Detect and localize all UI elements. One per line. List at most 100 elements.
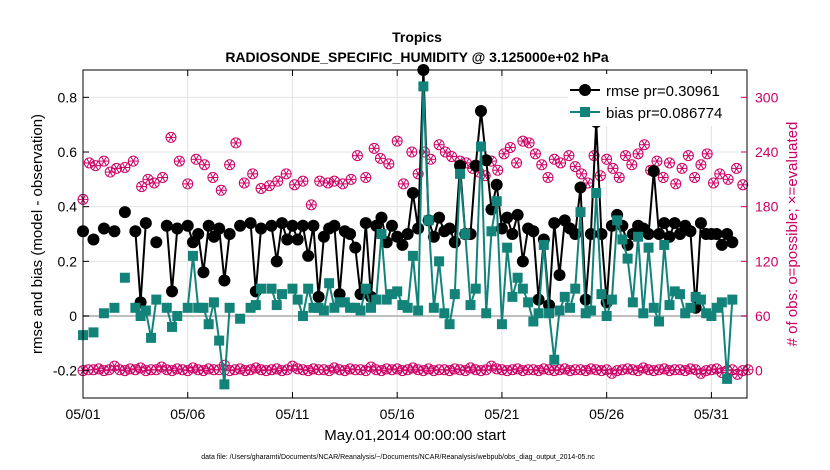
obs-evaluated-star: [226, 160, 233, 170]
obs-count-marker: [626, 159, 638, 171]
bias-point: [235, 313, 246, 324]
rmse-point: [401, 228, 414, 240]
rmse-series: [77, 64, 739, 314]
bias-point: [711, 302, 722, 313]
bias-point: [449, 289, 460, 300]
bias-point: [203, 319, 214, 330]
bias-point: [130, 302, 141, 313]
obs-count-marker: [576, 168, 588, 180]
bias-point: [465, 300, 476, 311]
obs-evaluated-star: [289, 361, 296, 371]
obs-count-marker: [707, 177, 719, 189]
obs-evaluated-star: [526, 138, 533, 148]
obs-count-marker: [255, 182, 267, 194]
obs-count-marker: [632, 148, 644, 160]
rmse-point: [647, 165, 660, 178]
obs-count-marker: [423, 363, 435, 375]
obs-evaluated-star: [377, 153, 384, 163]
obs-count-marker: [701, 148, 713, 160]
obs-count-marker: [360, 172, 372, 184]
obs-evaluated-star: [232, 138, 239, 148]
bias-point: [622, 253, 633, 264]
obs-count-marker: [559, 363, 571, 375]
obs-count-marker: [238, 177, 250, 189]
bias-point: [418, 81, 429, 92]
obs-count-marker: [601, 153, 613, 165]
obs-count-marker: [498, 148, 510, 160]
obs-evaluated-star: [739, 180, 746, 190]
obs-evaluated-star: [557, 158, 564, 168]
bias-point: [360, 283, 371, 294]
obs-evaluated-star: [252, 363, 259, 373]
obs-evaluated-star: [305, 366, 312, 376]
bias-point: [318, 305, 329, 316]
obs-count-marker: [207, 172, 219, 184]
obs-evaluated-star: [685, 151, 692, 161]
obs-evaluated-star: [258, 183, 264, 194]
bias-point: [350, 302, 361, 313]
obs-evaluated-star: [368, 362, 374, 372]
bias-point: [606, 294, 617, 305]
obs-evaluated-star: [551, 154, 558, 164]
obs-evaluated-star: [339, 179, 346, 189]
obs-evaluated-star: [394, 136, 401, 146]
obs-count-marker: [533, 365, 545, 377]
obs-evaluated-star: [274, 176, 281, 186]
rmse-point: [396, 238, 409, 251]
obs-evaluated-star: [130, 156, 137, 166]
rmse-point: [166, 285, 179, 298]
obs-count-marker: [620, 150, 632, 162]
y2-tick-label: 60: [755, 308, 771, 324]
bias-point: [591, 188, 602, 198]
bias-point: [146, 332, 157, 343]
obs-count-marker: [119, 365, 131, 377]
obs-evaluated-star: [622, 151, 629, 161]
bias-point: [559, 291, 570, 302]
bias-point: [512, 272, 523, 283]
obs-evaluated-star: [111, 361, 118, 371]
bias-point: [727, 294, 738, 305]
rmse-point: [527, 225, 540, 238]
rmse-point: [474, 105, 487, 117]
legend: rmse pr=0.30961 bias pr=0.086774: [568, 74, 740, 126]
obs-evaluated-star: [145, 174, 151, 184]
legend-rmse-marker: [579, 84, 591, 96]
obs-evaluated-star: [200, 366, 207, 376]
rmse-point: [684, 225, 697, 238]
rmse-point: [448, 236, 461, 249]
bias-point: [669, 286, 680, 297]
rmse-point: [108, 225, 121, 238]
obs-evaluated-star: [501, 149, 507, 159]
bias-point: [119, 272, 130, 283]
bias-point: [460, 229, 471, 239]
footnote: data file: /Users/gharamti/Documents/NCA…: [201, 454, 595, 461]
obs-evaluated-star: [716, 169, 723, 179]
obs-evaluated-star: [237, 364, 244, 374]
rmse-point: [302, 249, 315, 262]
bias-point: [98, 308, 109, 319]
rmse-point: [375, 211, 388, 224]
obs-evaluated-star: [316, 176, 323, 186]
bias-point: [455, 168, 466, 179]
obs-count-marker: [165, 131, 177, 143]
bias-point: [187, 250, 198, 261]
obs-evaluated-star: [640, 363, 647, 373]
bias-point: [528, 316, 539, 327]
rmse-point: [516, 255, 529, 268]
rmse-point: [642, 228, 655, 240]
y-tick-label: 0: [69, 308, 77, 324]
rmse-point: [715, 238, 728, 251]
obs-count-marker: [637, 362, 649, 374]
obs-count-marker: [638, 139, 650, 151]
obs-evaluated-star: [734, 369, 741, 379]
obs-evaluated-star: [394, 364, 401, 374]
obs-count-marker: [402, 364, 414, 376]
rmse-point: [385, 219, 398, 232]
obs-evaluated-star: [400, 179, 407, 189]
rmse-point: [192, 228, 205, 240]
obs-count-marker: [247, 168, 259, 180]
bias-point: [575, 207, 586, 218]
rmse-point: [213, 222, 226, 235]
rmse-point: [469, 159, 482, 172]
bias-point: [151, 294, 162, 305]
